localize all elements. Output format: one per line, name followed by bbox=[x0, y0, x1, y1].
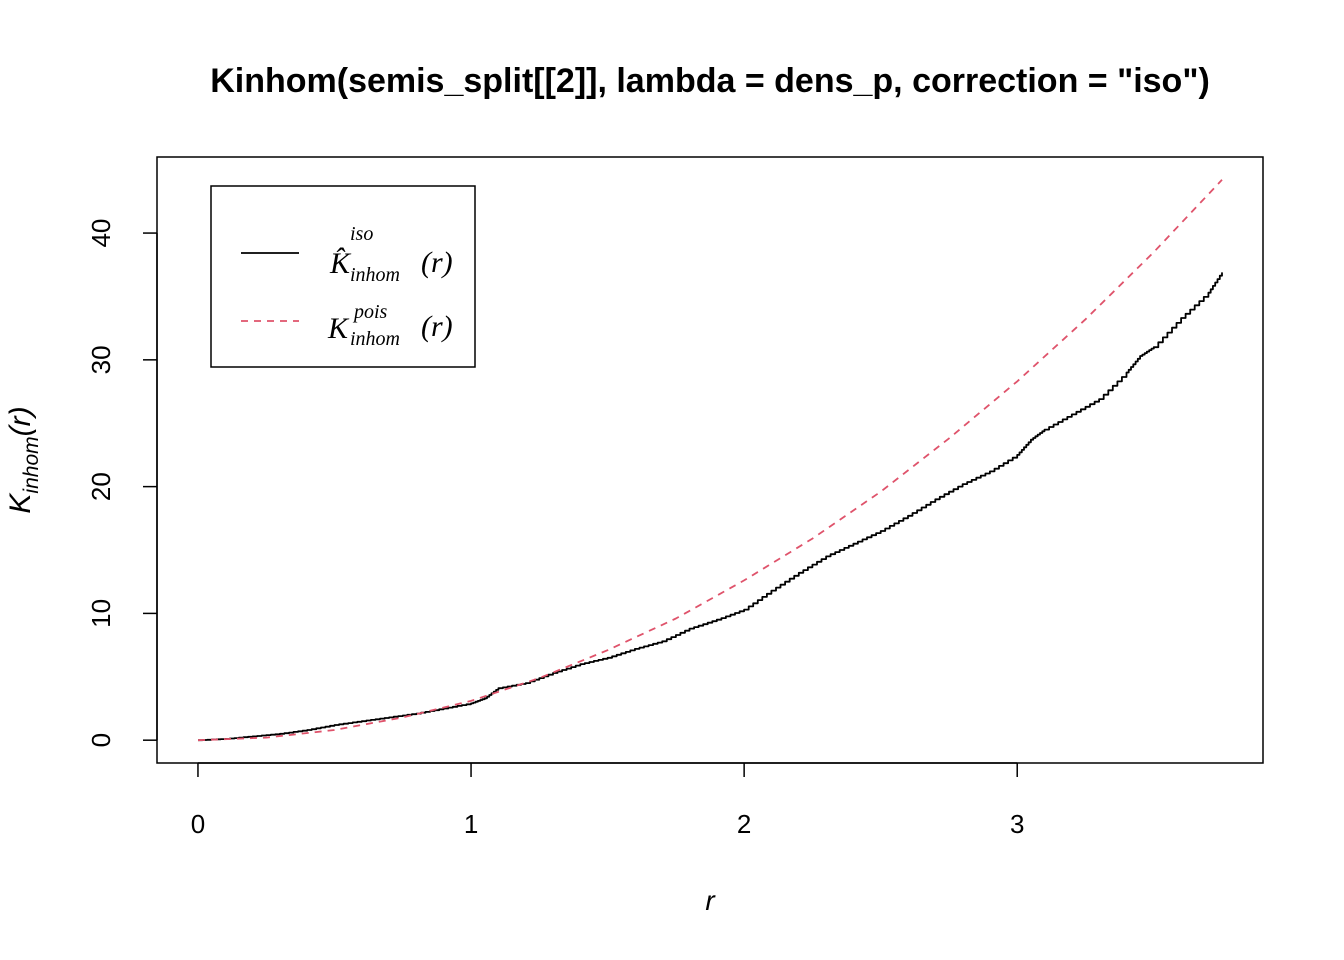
y-tick-label: 20 bbox=[86, 472, 116, 501]
svg-text:Kinhom(r): Kinhom(r) bbox=[4, 406, 43, 513]
y-axis-label-arg: (r) bbox=[4, 406, 37, 436]
legend-main-pois: K bbox=[327, 312, 350, 345]
legend-sup-pois: pois bbox=[352, 301, 388, 323]
legend-main-iso: K̂ bbox=[329, 247, 352, 280]
legend-arg-iso: (r) bbox=[421, 246, 453, 279]
legend-arg-pois: (r) bbox=[421, 310, 453, 343]
y-tick-label: 0 bbox=[86, 733, 116, 747]
y-axis-label-main: K bbox=[4, 492, 37, 514]
legend-sub-iso: inhom bbox=[350, 264, 400, 286]
y-axis: 0 10 20 30 40 bbox=[86, 219, 158, 747]
series-line-iso bbox=[198, 272, 1223, 742]
series-layer bbox=[197, 179, 1223, 742]
series-line-pois bbox=[197, 179, 1223, 742]
x-tick-label: 0 bbox=[191, 809, 205, 839]
legend: iso K̂ inhom (r) pois K inhom (r) bbox=[210, 185, 476, 368]
x-axis: 0 1 2 3 bbox=[191, 762, 1024, 839]
y-axis-label-sub: inhom bbox=[20, 436, 43, 493]
y-tick-label: 30 bbox=[86, 345, 116, 374]
x-tick-label: 2 bbox=[737, 809, 751, 839]
legend-sup-iso: iso bbox=[350, 223, 373, 245]
x-axis-label: r bbox=[705, 885, 716, 916]
legend-sub-pois: inhom bbox=[350, 328, 400, 350]
x-tick-label: 3 bbox=[1010, 809, 1024, 839]
legend-box bbox=[210, 185, 476, 368]
y-axis-label: Kinhom(r) bbox=[4, 406, 43, 513]
y-tick-label: 10 bbox=[86, 599, 116, 628]
y-tick-label: 40 bbox=[86, 219, 116, 248]
chart-title: Kinhom(semis_split[[2]], lambda = dens_p… bbox=[210, 62, 1210, 100]
x-tick-label: 1 bbox=[464, 809, 478, 839]
